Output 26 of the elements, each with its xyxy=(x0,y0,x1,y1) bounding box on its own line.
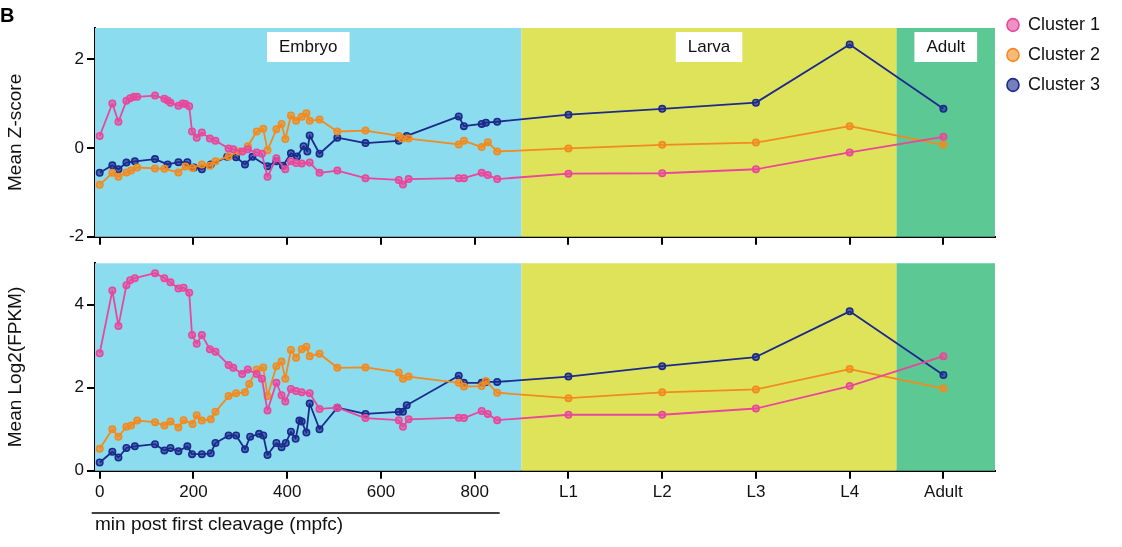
y-axis-title: Mean Z-score xyxy=(3,73,25,191)
legend-label: Cluster 3 xyxy=(1027,73,1100,94)
band-label: Embryo xyxy=(278,36,338,56)
legend-label: Cluster 1 xyxy=(1027,13,1100,34)
y-tick-label: 0 xyxy=(74,137,84,157)
y-tick-label: 2 xyxy=(74,48,84,68)
x-tick-label: 800 xyxy=(460,481,489,501)
x-tick-label: 0 xyxy=(94,481,105,501)
x-tick-label: L4 xyxy=(840,481,860,501)
x-axis-title: min post first cleavage (mpfc) xyxy=(95,512,344,534)
y-tick-label: 4 xyxy=(74,294,84,314)
x-tick-label: L3 xyxy=(746,481,766,501)
x-tick-label: 200 xyxy=(179,481,208,501)
band-label: Larva xyxy=(687,36,731,56)
x-tick-label: Adult xyxy=(924,481,964,501)
band-label: Adult xyxy=(926,36,966,56)
y-axis-title: Mean Log2(FPKM) xyxy=(3,286,25,448)
x-tick-label: L1 xyxy=(558,481,578,501)
x-tick-label: 600 xyxy=(366,481,396,501)
legend-label: Cluster 2 xyxy=(1027,43,1100,64)
x-tick-label: L2 xyxy=(652,481,672,501)
x-tick-label: 400 xyxy=(272,481,302,501)
chart-title: B xyxy=(0,3,15,26)
y-tick-label: 2 xyxy=(74,377,84,397)
y-tick-label: -2 xyxy=(68,226,84,246)
y-tick-label: 0 xyxy=(74,460,84,480)
